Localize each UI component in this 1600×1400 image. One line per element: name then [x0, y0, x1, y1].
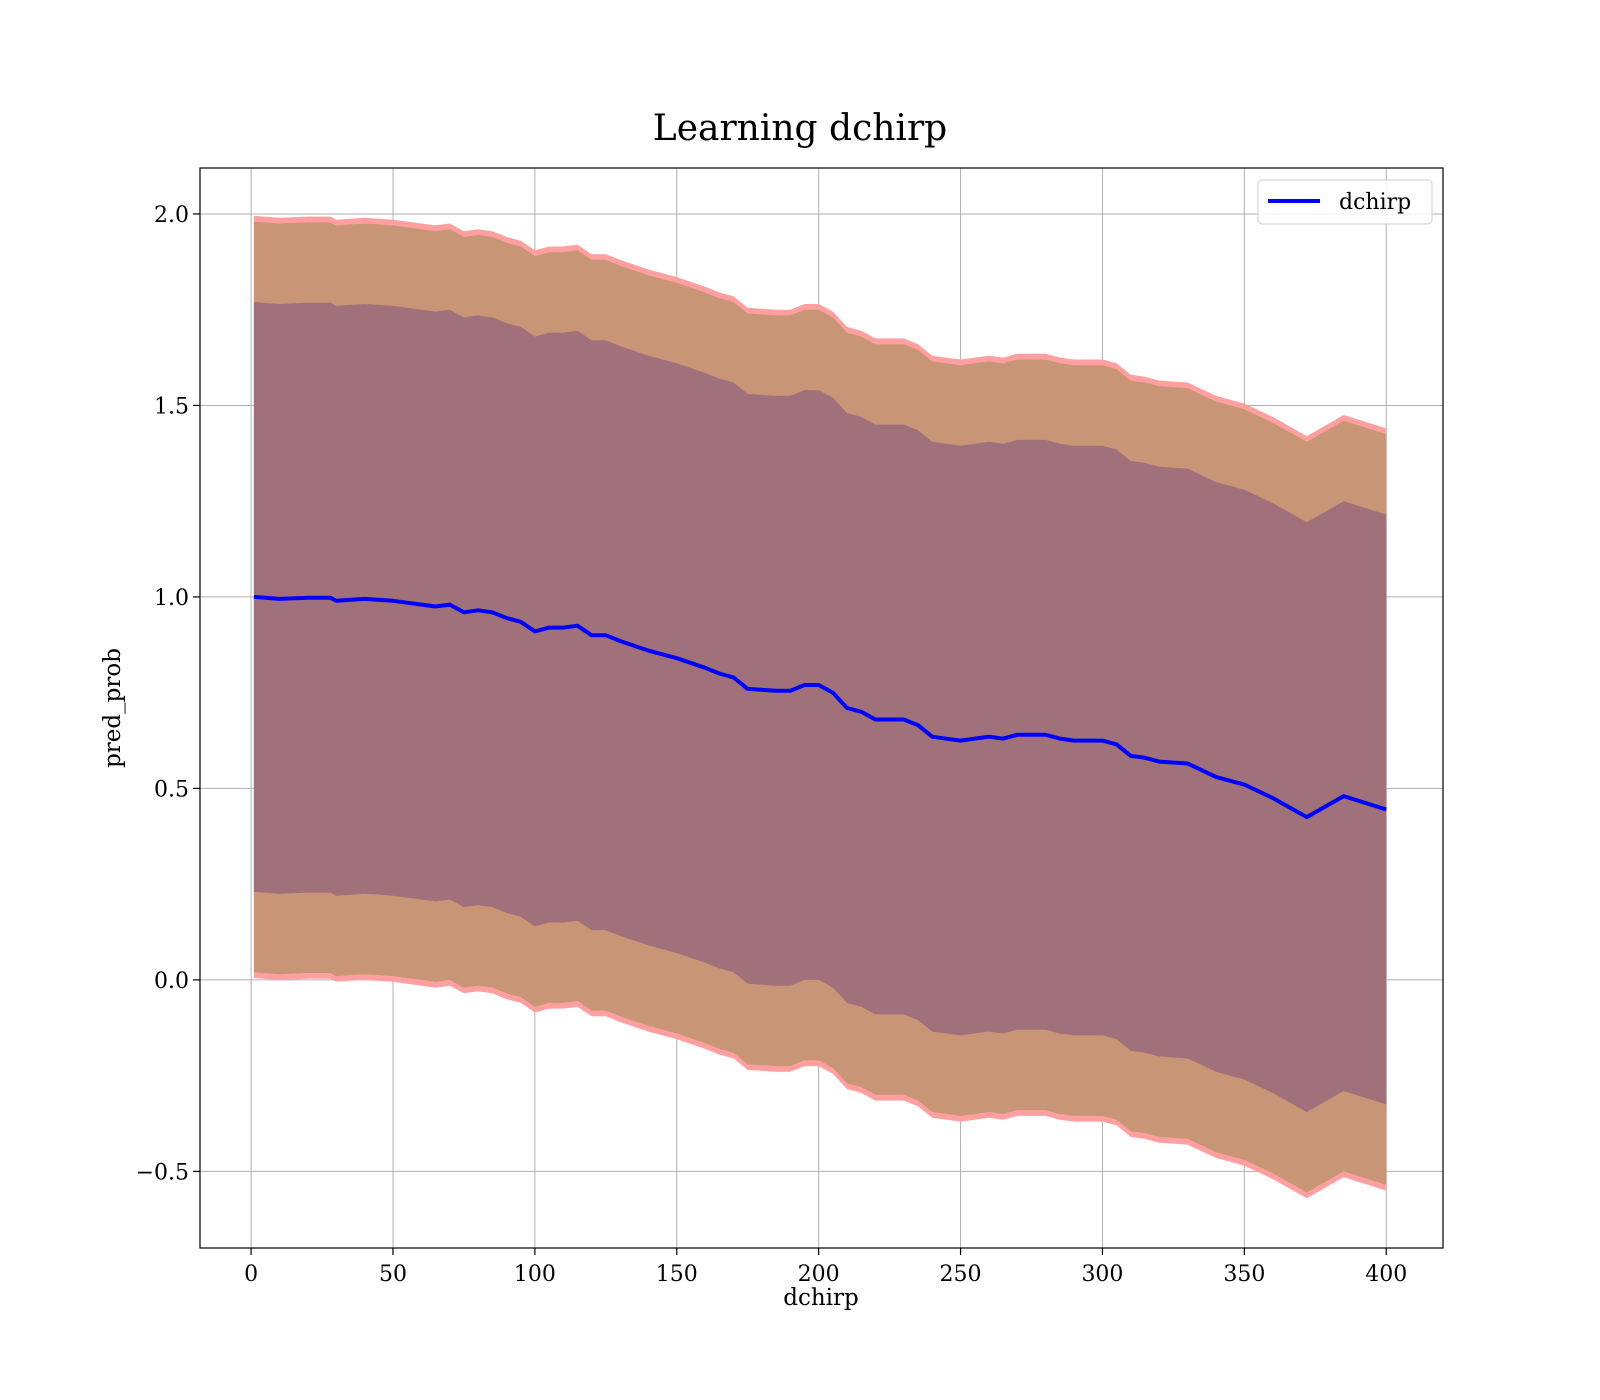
- axis-ticks: 0 50 100 150 200 250 300 350 400 −0.5 0.0 0.5 1.0 1.5…: [136, 203, 1408, 1287]
- inner-band: [253, 302, 1387, 1112]
- x-axis-label: dchirp: [783, 1285, 859, 1311]
- x-tick-label: 100: [514, 1262, 556, 1287]
- series-lines: [253, 594, 1387, 820]
- x-tick-label: 350: [1223, 1262, 1265, 1287]
- chart-title: Learning dchirp: [653, 108, 947, 149]
- x-tick-label: 200: [798, 1262, 840, 1287]
- y-axis-label: pred_prob: [100, 648, 126, 768]
- legend: dchirp: [1257, 179, 1433, 225]
- x-tick-label: 300: [1081, 1262, 1123, 1287]
- x-tick-label: 0: [244, 1262, 258, 1287]
- x-tick-label: 150: [656, 1262, 698, 1287]
- x-tick-label: 50: [379, 1262, 407, 1287]
- confidence-bands: [253, 215, 1387, 1199]
- plot-frame: [199, 167, 1444, 1249]
- y-tick-label: −0.5: [136, 1160, 189, 1185]
- legend-box: [1257, 179, 1433, 225]
- x-tick-label: 400: [1365, 1262, 1407, 1287]
- y-tick-label: 2.0: [154, 203, 189, 228]
- y-tick-label: 0.5: [154, 777, 189, 802]
- legend-label-dchirp: dchirp: [1339, 190, 1411, 215]
- x-tick-label: 250: [940, 1262, 982, 1287]
- y-tick-label: 1.0: [154, 586, 189, 611]
- series-line-dchirp: [253, 594, 1387, 820]
- y-tick-label: 1.5: [154, 394, 189, 419]
- y-tick-label: 0.0: [154, 969, 189, 994]
